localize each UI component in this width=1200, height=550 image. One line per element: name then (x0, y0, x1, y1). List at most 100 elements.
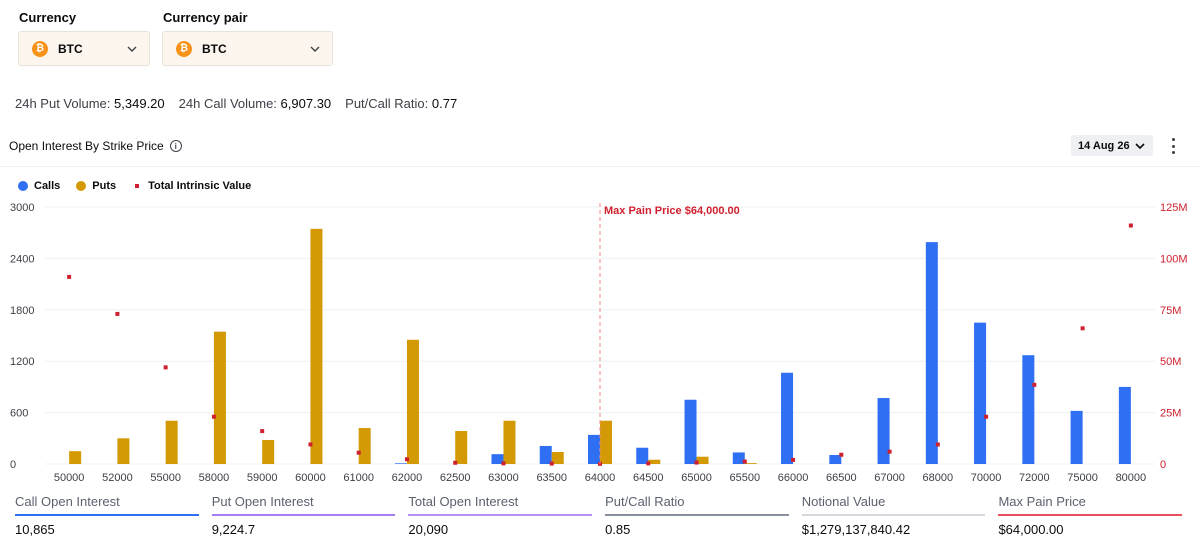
y-left-tick-label: 600 (10, 408, 28, 420)
x-tick-label: 66000 (778, 472, 809, 484)
call-bar (781, 372, 794, 464)
currency-pair-select[interactable]: ₿ BTC (162, 31, 333, 66)
x-tick-label: 70000 (971, 472, 1002, 484)
x-tick-label: 65000 (681, 472, 712, 484)
y-left-tick-label: 2400 (10, 253, 34, 265)
y-right-tick-label: 75M (1160, 305, 1181, 317)
expiry-date-dropdown[interactable]: 14 Aug 26 (1071, 135, 1153, 156)
intrinsic-point (1032, 382, 1037, 387)
bitcoin-icon: ₿ (176, 40, 192, 57)
info-icon[interactable]: i (169, 140, 182, 152)
y-left-tick-label: 3000 (10, 202, 34, 214)
open-interest-chart: 0 600 1200 1800 2400 3000 0 25M 50M 75M 100M 125M 50… (10, 202, 1188, 484)
x-tick-label: 64500 (633, 472, 664, 484)
call-bar (829, 455, 842, 464)
section-title: Open Interest By Strike Price i (9, 139, 182, 153)
x-tick-label: 66500 (826, 472, 857, 484)
intrinsic-point (742, 459, 747, 464)
summary-item: Notional Value $1,279,137,840.42 (801, 494, 999, 537)
call-bar (1118, 386, 1131, 464)
summary-footer: Call Open Interest 10,865 Put Open Interes… (15, 494, 1195, 537)
intrinsic-point (404, 457, 409, 462)
y-right-tick-label: 0 (1160, 459, 1166, 471)
put-bar (262, 440, 275, 464)
call-bar (732, 452, 745, 464)
summary-item: Put Open Interest 9,224.7 (211, 494, 409, 537)
put-volume-stat: 24h Put Volume: 5,349.20 (15, 96, 165, 111)
y-right-tick-label: 125M (1160, 202, 1188, 214)
legend-intrinsic[interactable]: Total Intrinsic Value (132, 180, 251, 192)
intrinsic-point (887, 449, 892, 454)
x-tick-label: 62000 (392, 472, 423, 484)
volume-stats: 24h Put Volume: 5,349.20 24h Call Volume… (15, 96, 457, 111)
x-tick-label: 63500 (536, 472, 567, 484)
put-bar (551, 452, 564, 464)
intrinsic-point (1080, 326, 1085, 331)
currency-label: Currency (19, 10, 77, 25)
chevron-down-icon (310, 46, 320, 52)
summary-value: 10,865 (15, 522, 55, 537)
x-tick-label: 80000 (1116, 472, 1147, 484)
put-bar (503, 420, 516, 464)
summary-underline (801, 514, 986, 516)
legend-puts[interactable]: Puts (76, 180, 116, 192)
summary-underline (605, 514, 789, 516)
call-bar (588, 434, 600, 464)
put-bar (117, 438, 130, 464)
put-bar (696, 456, 709, 464)
x-tick-label: 59000 (247, 472, 278, 484)
currency-pair-value: BTC (202, 41, 227, 56)
put-bar (69, 451, 82, 464)
currency-pair-label: Currency pair (163, 10, 248, 25)
put-bar (165, 420, 178, 464)
y-left-tick-label: 0 (10, 459, 16, 471)
summary-item: Total Open Interest 20,090 (408, 494, 605, 537)
max-pain-label: Max Pain Price $64,000.00 (604, 205, 740, 217)
summary-label: Max Pain Price (998, 494, 1086, 509)
y-left-tick-label: 1800 (10, 305, 34, 317)
summary-value: $1,279,137,840.42 (801, 522, 911, 537)
x-tick-label: 55000 (150, 472, 181, 484)
intrinsic-point (67, 274, 72, 279)
summary-label: Notional Value (801, 494, 886, 509)
summary-item: Max Pain Price $64,000.00 (998, 494, 1195, 537)
put-bar (310, 228, 323, 464)
intrinsic-point (791, 457, 796, 462)
intrinsic-point (260, 429, 265, 434)
x-tick-label: 64000 (585, 472, 616, 484)
summary-label: Total Open Interest (408, 494, 519, 509)
put-bar (744, 463, 757, 464)
put-bar (648, 459, 661, 464)
x-tick-label: 52000 (102, 472, 133, 484)
chart-legend: Calls Puts Total Intrinsic Value (18, 180, 251, 192)
intrinsic-point (935, 442, 940, 447)
summary-item: Call Open Interest 10,865 (15, 494, 212, 537)
summary-label: Put Open Interest (211, 494, 314, 509)
x-tick-label: 58000 (199, 472, 230, 484)
intrinsic-point (211, 414, 216, 419)
x-tick-label: 63000 (488, 472, 519, 484)
call-bar (974, 322, 987, 464)
y-left-tick-label: 1200 (10, 356, 34, 368)
summary-underline (15, 514, 199, 516)
summary-item: Put/Call Ratio 0.85 (605, 494, 802, 537)
call-bar (539, 446, 552, 464)
currency-select[interactable]: ₿ BTC (18, 31, 150, 66)
put-bar (213, 331, 226, 464)
call-bar (1022, 355, 1035, 464)
call-bar (684, 399, 697, 464)
intrinsic-point (453, 460, 458, 465)
call-bar (636, 447, 649, 464)
currency-value: BTC (58, 41, 83, 56)
put-bar (600, 420, 612, 464)
summary-underline (211, 514, 396, 516)
intrinsic-point (1128, 223, 1133, 228)
intrinsic-point (356, 450, 361, 455)
more-options-icon[interactable] (1169, 138, 1177, 154)
summary-value: 20,090 (408, 522, 449, 537)
bitcoin-icon: ₿ (32, 40, 48, 57)
x-tick-label: 60000 (295, 472, 326, 484)
call-bar (394, 463, 407, 464)
legend-calls[interactable]: Calls (18, 180, 60, 192)
put-bar (406, 339, 419, 464)
